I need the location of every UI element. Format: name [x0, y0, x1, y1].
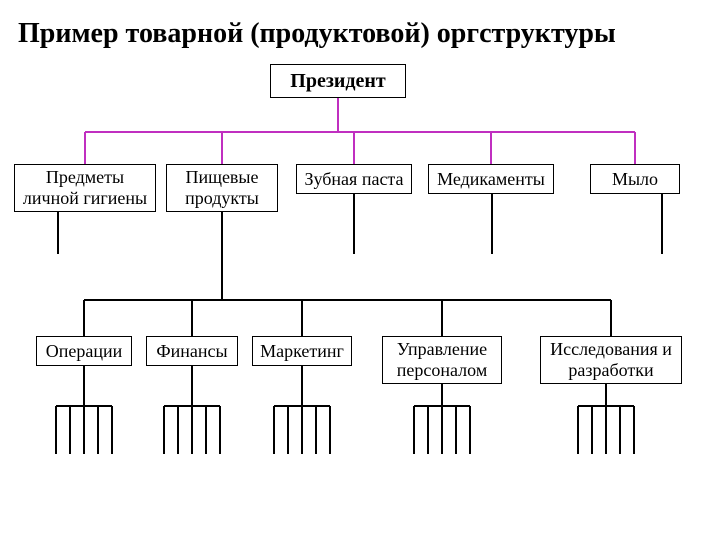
org-node-function-4: Исследования и разработки: [540, 336, 682, 384]
org-node-president: Президент: [270, 64, 406, 98]
org-node-product-2: Зубная паста: [296, 164, 412, 194]
org-node-function-2: Маркетинг: [252, 336, 352, 366]
org-node-function-0: Операции: [36, 336, 132, 366]
diagram-title: Пример товарной (продуктовой) оргструкту…: [18, 18, 616, 50]
org-node-function-3: Управление персоналом: [382, 336, 502, 384]
org-node-product-4: Мыло: [590, 164, 680, 194]
org-node-product-3: Медикаменты: [428, 164, 554, 194]
org-node-product-1: Пищевые продукты: [166, 164, 278, 212]
org-node-product-0: Предметы личной гигиены: [14, 164, 156, 212]
org-node-function-1: Финансы: [146, 336, 238, 366]
